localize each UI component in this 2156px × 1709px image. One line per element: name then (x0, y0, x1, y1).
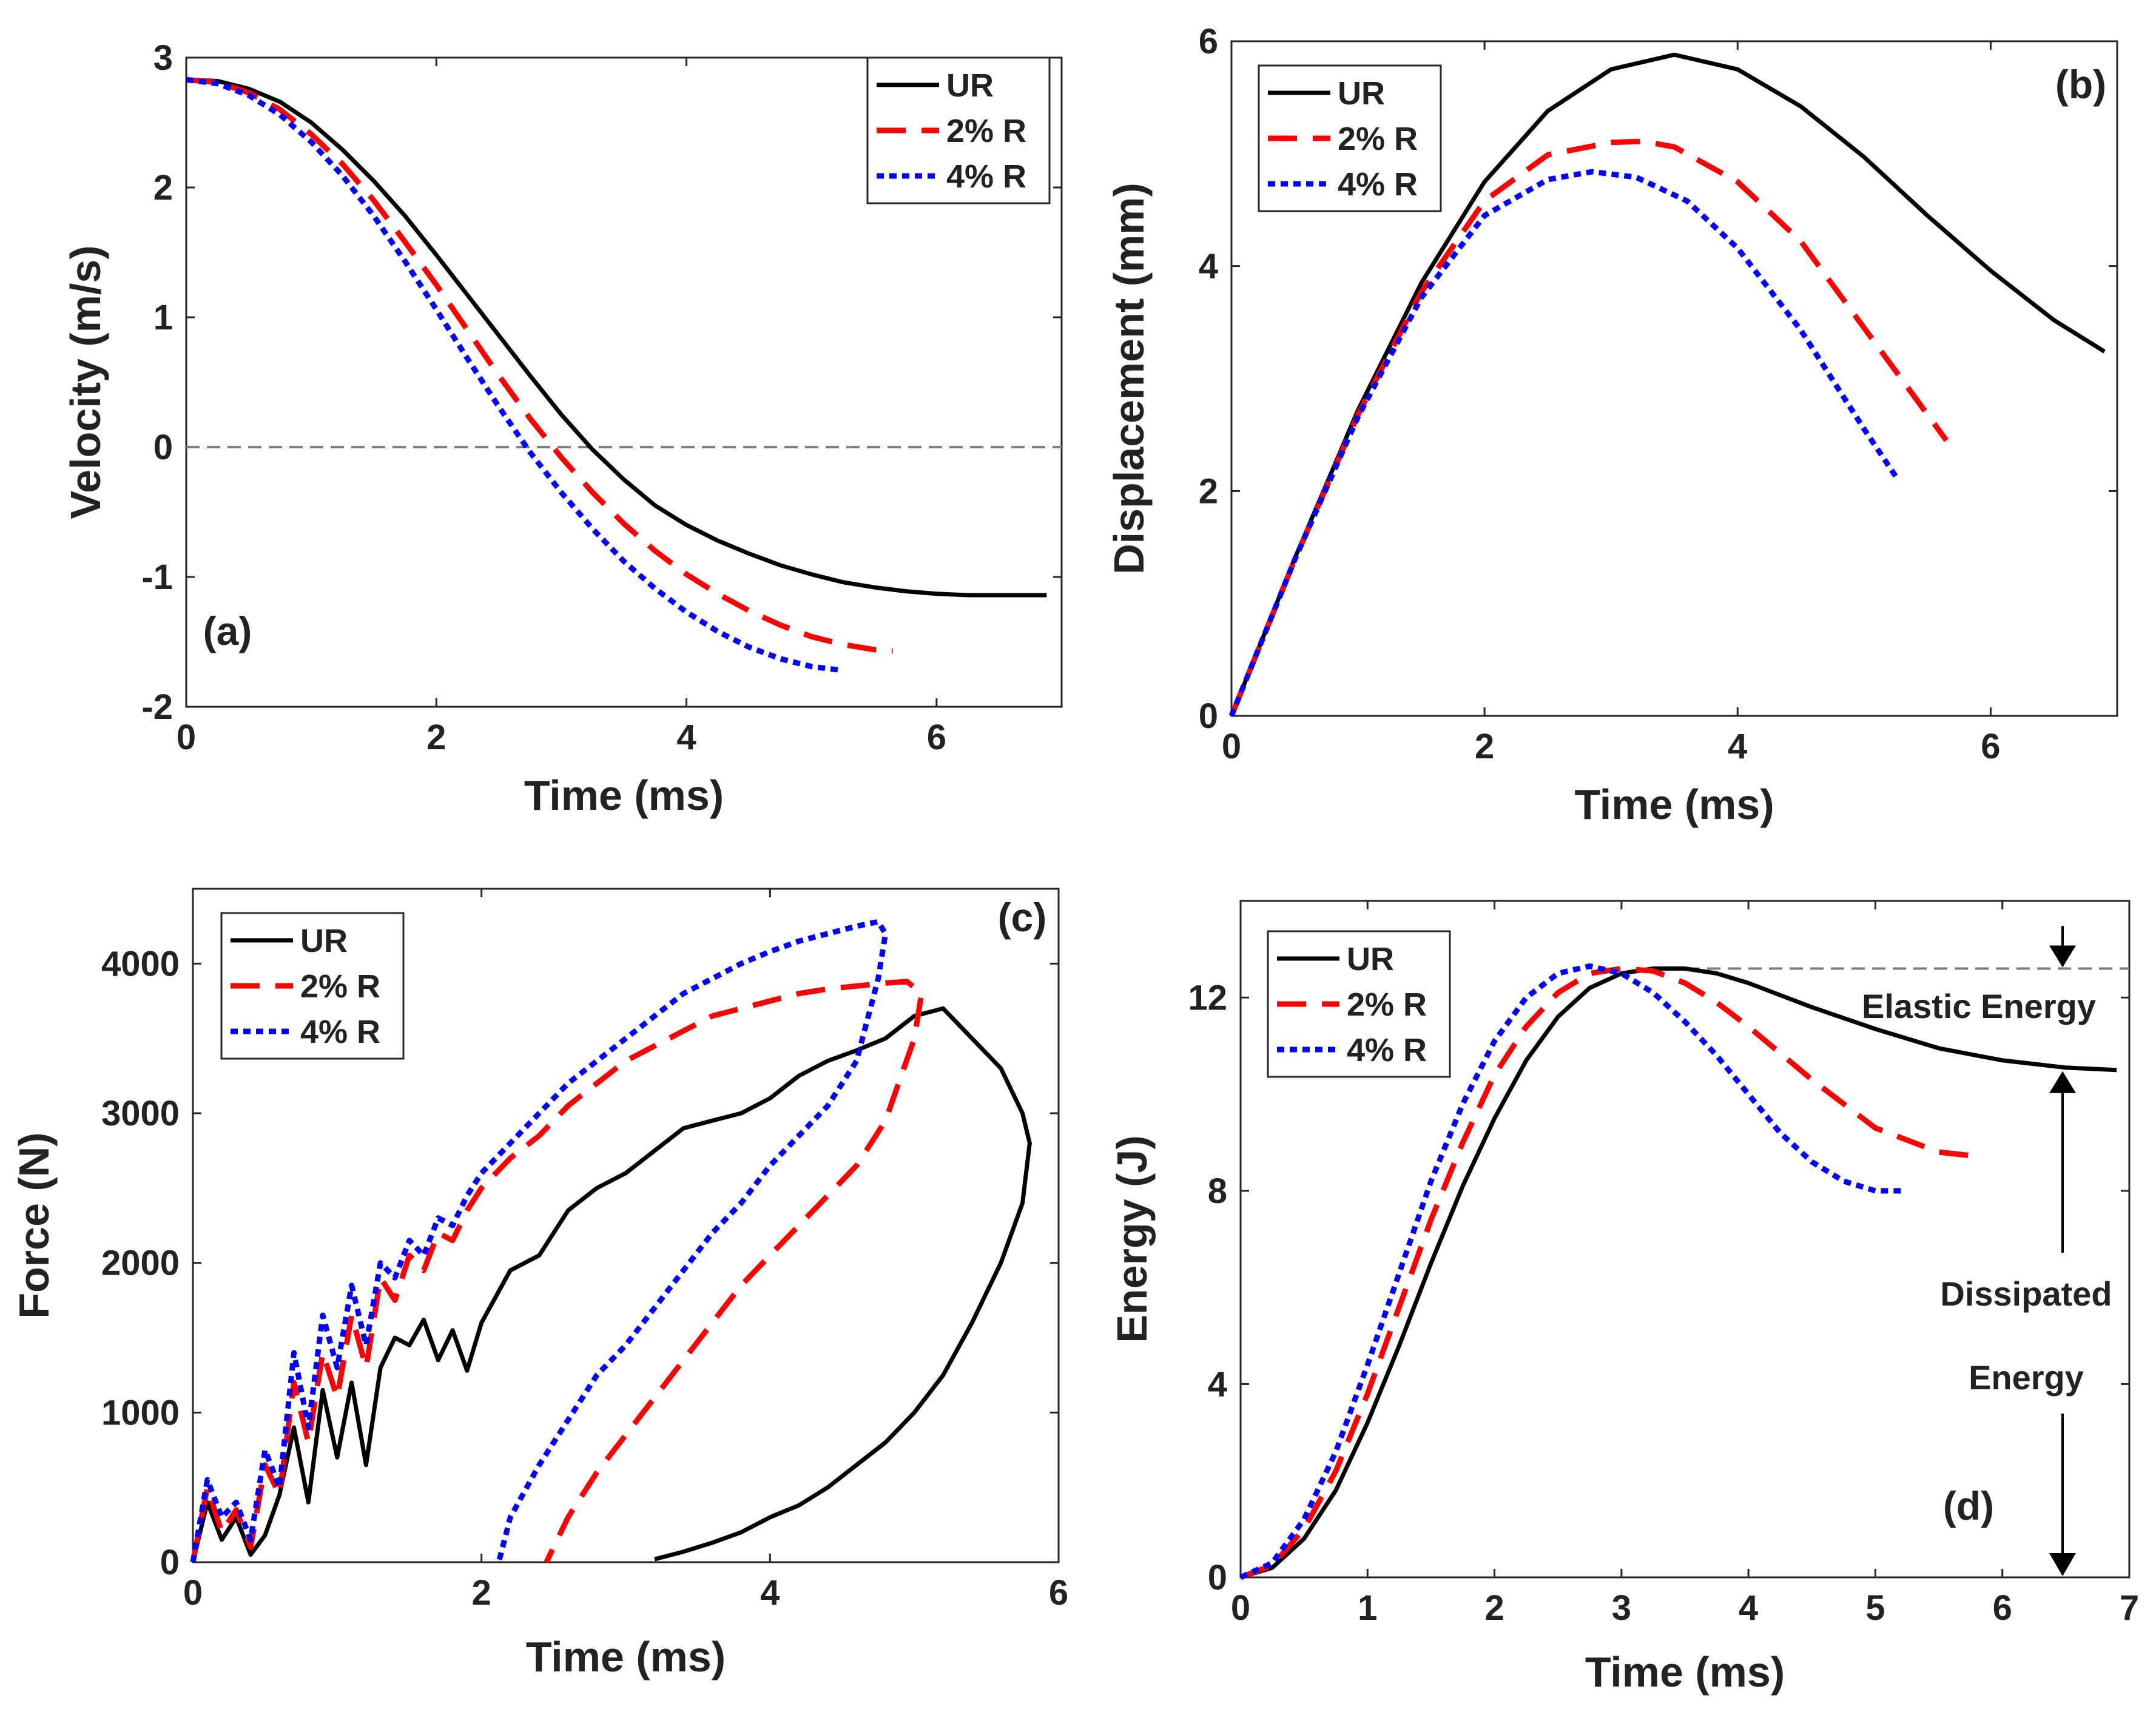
series-line-4-r (190, 919, 889, 1563)
y-tick-label: 6 (1199, 22, 1218, 61)
plot-frame (192, 888, 1060, 1563)
legend-label: 4% R (1347, 1032, 1427, 1068)
panel-c: 0 2 4 6 0 1000 2000 3000 4000 Time (ms) Force (N) U… (10, 888, 1068, 1680)
series-line-2-r (190, 979, 925, 1563)
series-line-ur (190, 1006, 1032, 1563)
x-tick-label: 4 (676, 718, 696, 757)
x-tick-label: 2 (472, 1573, 491, 1613)
x-axis-label: Time (ms) (1574, 781, 1774, 828)
x-tick-label: 0 (183, 1573, 203, 1613)
y-tick-label: 2 (153, 168, 173, 207)
y-tick-label: 2 (1199, 471, 1218, 511)
x-tick-label: 6 (1049, 1573, 1068, 1613)
y-tick-label: 1000 (101, 1393, 180, 1432)
x-tick-label: 4 (1739, 1588, 1758, 1628)
y-axis-label: Velocity (m/s) (62, 245, 109, 519)
x-tick-label: 6 (1981, 727, 2000, 766)
legend-label: 4% R (946, 158, 1026, 195)
x-tick-label: 4 (760, 1573, 780, 1613)
series-line-2-r (186, 76, 894, 654)
panel-a: 0 2 4 6 -2 -1 0 1 2 3 Time (ms) Velocity (m/s) UR 2% … (62, 38, 1063, 819)
y-tick-label: 0 (160, 1543, 180, 1582)
series-line-4-r (186, 76, 843, 673)
legend-label: UR (1338, 75, 1385, 112)
y-axis-label: Force (N) (10, 1132, 58, 1318)
x-tick-label: 6 (1993, 1588, 2012, 1628)
y-tick-label: -2 (141, 687, 173, 727)
series-line-ur (186, 77, 1047, 598)
x-tick-label: 0 (177, 718, 196, 757)
y-axis-label: Displacement (mm) (1105, 183, 1153, 575)
legend-label: UR (300, 923, 348, 959)
x-tick-label: 4 (1728, 727, 1747, 766)
y-axis-label: Energy (J) (1108, 1135, 1156, 1343)
energy-arrows (2049, 926, 2076, 1576)
y-tick-label: 4 (1199, 247, 1218, 286)
y-tick-label: -1 (141, 558, 173, 597)
elastic-energy-label: Elastic Energy (1862, 987, 2096, 1025)
legend-label: 4% R (1338, 166, 1418, 203)
dissipated-energy-label: Dissipated (1940, 1275, 2112, 1313)
y-tick-label: 3 (153, 38, 173, 78)
x-tick-label: 2 (1475, 727, 1494, 766)
plot-frame (1230, 40, 2118, 717)
y-tick-label: 8 (1208, 1171, 1227, 1211)
series-line-ur (1239, 966, 2117, 1580)
legend: UR 2% R 4% R (1258, 64, 1442, 212)
x-tick-label: 2 (426, 718, 446, 757)
x-axis-label: Time (ms) (524, 772, 724, 819)
dissipated-energy-label: Energy (1969, 1358, 2084, 1397)
x-axis-label: Time (ms) (526, 1633, 726, 1680)
y-tick-label: 4 (1208, 1364, 1227, 1404)
y-tick-label: 0 (1208, 1558, 1227, 1597)
y-tick-label: 2000 (101, 1244, 180, 1283)
series-line-4-r (1239, 963, 1901, 1580)
x-tick-label: 0 (1231, 1588, 1250, 1628)
legend-label: 2% R (1338, 121, 1418, 157)
x-tick-label: 3 (1612, 1588, 1631, 1628)
series-line-4-r (1228, 169, 1898, 717)
legend-label: UR (1347, 941, 1394, 977)
x-tick-label: 0 (1222, 727, 1241, 766)
panel-label: (c) (998, 895, 1047, 940)
legend-label: 4% R (300, 1014, 380, 1050)
plot-frame (1239, 900, 2131, 1579)
legend-label: 2% R (1347, 986, 1427, 1023)
y-tick-label: 4000 (101, 944, 180, 983)
panel-b: 0 2 4 6 0 2 4 6 Time (ms) Displacement (mm) UR 2% R… (1105, 22, 2118, 828)
legend: UR 2% R 4% R (866, 56, 1051, 204)
y-tick-label: 3000 (101, 1094, 180, 1133)
x-tick-label: 2 (1484, 1588, 1504, 1628)
x-tick-label: 5 (1865, 1588, 1885, 1628)
legend-label: UR (946, 67, 994, 104)
panel-label: (a) (203, 608, 252, 653)
x-tick-label: 6 (927, 718, 946, 757)
x-axis-label: Time (ms) (1585, 1648, 1785, 1696)
legend: UR 2% R 4% R (220, 912, 405, 1060)
y-tick-label: 0 (1199, 696, 1218, 736)
x-tick-label: 7 (2120, 1588, 2139, 1628)
legend-label: 2% R (946, 113, 1026, 149)
legend-label: 2% R (300, 968, 380, 1005)
y-tick-label: 1 (153, 298, 173, 337)
panel-label: (d) (1943, 1483, 1994, 1528)
series-line-2-r (1239, 966, 1984, 1580)
series-line-2-r (1228, 138, 1949, 717)
legend: UR 2% R 4% R (1267, 930, 1451, 1078)
y-tick-label: 0 (153, 428, 173, 467)
series-line-ur (1229, 52, 2106, 717)
panel-label: (b) (2055, 62, 2106, 107)
y-tick-label: 12 (1188, 978, 1227, 1017)
plot-frame (185, 56, 1063, 708)
x-tick-label: 1 (1358, 1588, 1377, 1628)
